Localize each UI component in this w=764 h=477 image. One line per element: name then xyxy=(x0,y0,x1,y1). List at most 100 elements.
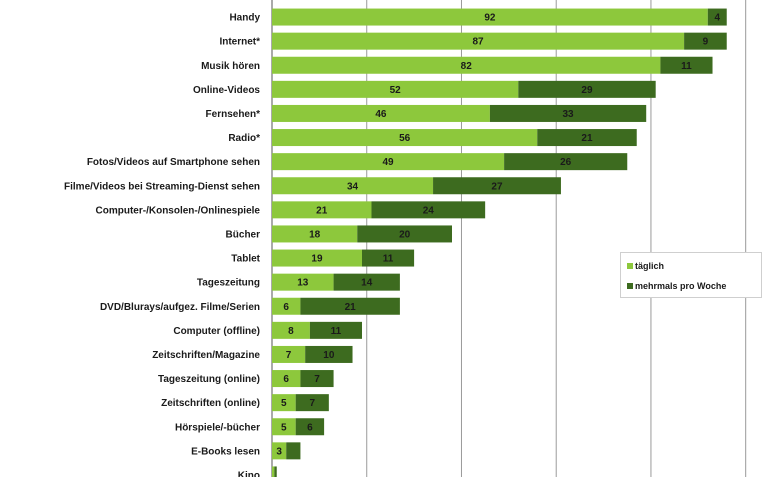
bar-segment-mehrmals xyxy=(274,466,277,477)
value-label: 20 xyxy=(399,229,411,240)
value-label: 6 xyxy=(307,422,313,433)
category-label: Online-Videos xyxy=(193,85,260,96)
value-label: 11 xyxy=(331,326,342,337)
value-label: 46 xyxy=(375,109,387,120)
bar-segment-taeglich xyxy=(272,8,708,26)
value-label: 33 xyxy=(562,109,574,120)
bar-segment-taeglich xyxy=(272,273,334,291)
value-label: 6 xyxy=(283,374,289,385)
value-label: 19 xyxy=(311,254,323,265)
bar-segment-taeglich xyxy=(272,104,490,122)
value-label: 11 xyxy=(681,61,692,72)
value-label: 21 xyxy=(316,205,328,216)
value-label: 14 xyxy=(361,278,373,289)
bar-segment-mehrmals xyxy=(371,201,486,219)
bar-segment-taeglich xyxy=(272,201,372,219)
value-label: 24 xyxy=(423,205,435,216)
value-label: 21 xyxy=(581,133,593,144)
category-label: Radio* xyxy=(228,133,260,144)
bar-segment-mehrmals xyxy=(286,442,301,460)
legend-item-taeglich: täglich xyxy=(627,261,664,271)
bar-segment-taeglich xyxy=(272,153,505,171)
value-label: 26 xyxy=(560,157,572,168)
value-label: 34 xyxy=(347,181,359,192)
category-labels: Handy Internet* Musik hören Online-Videos Fe… xyxy=(64,13,261,477)
bar-segment-taeglich xyxy=(272,370,301,388)
value-label: 21 xyxy=(345,302,357,313)
bar-segment-taeglich xyxy=(272,442,287,460)
category-label: Tageszeitung (online) xyxy=(158,374,260,385)
value-label: 5 xyxy=(281,422,287,433)
value-label: 52 xyxy=(390,85,402,96)
value-label: 82 xyxy=(461,61,473,72)
legend-label-taeglich: täglich xyxy=(635,261,665,271)
bar-segment-mehrmals xyxy=(489,104,647,122)
category-label: Fotos/Videos auf Smartphone sehen xyxy=(87,157,260,168)
legend-label-mehrmals: mehrmals pro Woche xyxy=(635,281,727,291)
legend-swatch-mehrmals xyxy=(627,283,633,289)
bar-segment-taeglich xyxy=(272,345,306,363)
value-label: 10 xyxy=(323,350,335,361)
bar-segment-mehrmals xyxy=(684,32,727,50)
value-label: 7 xyxy=(309,398,315,409)
bar-segment-mehrmals xyxy=(357,225,452,243)
value-label: 6 xyxy=(283,302,289,313)
category-label: E-Books lesen xyxy=(191,446,260,457)
bar-segment-mehrmals xyxy=(333,273,400,291)
category-label: Kino xyxy=(238,470,260,477)
value-label: 7 xyxy=(286,350,292,361)
bar-segment-taeglich xyxy=(272,466,275,477)
value-label: 3 xyxy=(276,446,282,457)
bar-segment-taeglich xyxy=(272,80,519,98)
bar-segment-mehrmals xyxy=(537,129,637,147)
value-label: 7 xyxy=(314,374,320,385)
category-label: Computer-/Konsolen-/Onlinespiele xyxy=(96,205,261,216)
legend-item-mehrmals: mehrmals pro Woche xyxy=(627,281,726,291)
bar-segment-taeglich xyxy=(272,297,301,315)
value-label: 18 xyxy=(309,229,321,240)
bar-segment-mehrmals xyxy=(300,370,334,388)
category-label: Computer (offline) xyxy=(173,326,260,337)
bar-segment-taeglich xyxy=(272,225,358,243)
value-label: 87 xyxy=(472,37,484,48)
bar-segment-taeglich xyxy=(272,177,434,195)
legend: täglich mehrmals pro Woche xyxy=(620,252,762,298)
category-label: Musik hören xyxy=(201,61,260,72)
category-label: Bücher xyxy=(226,229,261,240)
bar-segment-mehrmals xyxy=(660,56,713,74)
bar-segment-mehrmals xyxy=(361,249,415,267)
category-label: Fernsehen* xyxy=(206,109,261,120)
category-label: Hörspiele/-bücher xyxy=(175,422,260,433)
bar-segment-taeglich xyxy=(272,129,538,147)
value-label: 56 xyxy=(399,133,411,144)
bar-segment-taeglich xyxy=(272,321,310,339)
category-label: Tablet xyxy=(231,254,260,265)
value-label: 49 xyxy=(382,157,394,168)
bar-segment-mehrmals xyxy=(295,418,325,436)
bar-segment-taeglich xyxy=(272,394,296,412)
bar-segment-mehrmals xyxy=(518,80,656,98)
category-label: Filme/Videos bei Streaming-Dienst sehen xyxy=(64,181,260,192)
category-label: Tageszeitung xyxy=(197,278,260,289)
category-label: Internet* xyxy=(219,37,260,48)
value-label: 5 xyxy=(281,398,287,409)
bar-segment-mehrmals xyxy=(433,177,561,195)
category-label: Handy xyxy=(229,13,260,24)
value-label: 11 xyxy=(383,254,394,265)
bar-segment-mehrmals xyxy=(300,297,400,315)
bar-segment-mehrmals xyxy=(707,8,727,26)
category-label: Zeitschriften (online) xyxy=(161,398,260,409)
bar-segment-mehrmals xyxy=(504,153,628,171)
bar-segment-mehrmals xyxy=(309,321,362,339)
value-label: 29 xyxy=(581,85,593,96)
bar-segment-mehrmals xyxy=(295,394,329,412)
bars-layer xyxy=(272,8,727,477)
category-label: Zeitschriften/Magazine xyxy=(152,350,260,361)
value-label: 8 xyxy=(288,326,294,337)
value-label: 92 xyxy=(484,13,496,24)
bar-segment-taeglich xyxy=(272,56,661,74)
value-label: 27 xyxy=(491,181,503,192)
value-label: 9 xyxy=(703,37,709,48)
